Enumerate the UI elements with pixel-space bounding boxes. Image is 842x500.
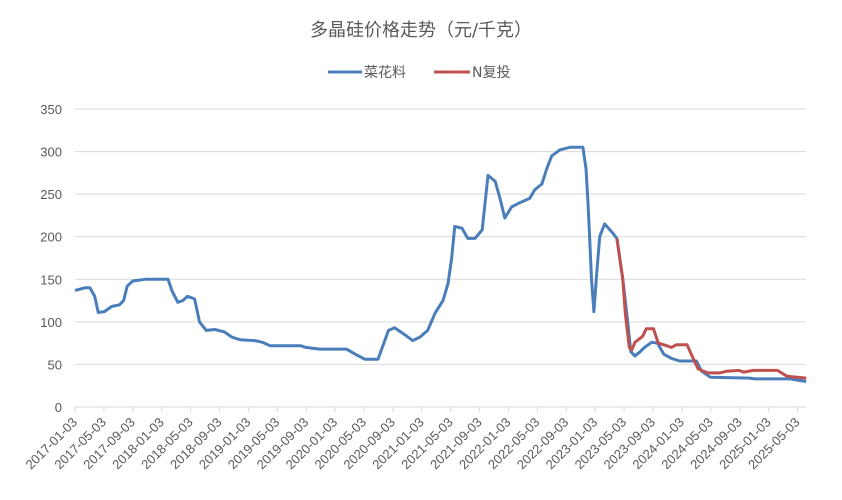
series-line-1 [615,238,807,380]
y-tick-label: 350 [40,102,62,117]
series-lines [74,145,807,383]
legend: 菜花料 N复投 [328,64,510,81]
y-tick-label: 50 [48,357,62,372]
y-axis: 0 50 100 150 200 250 300 350 [40,102,62,415]
series-line-0 [74,145,807,383]
y-tick-label: 0 [55,400,62,415]
y-tick-label: 300 [40,145,62,160]
x-axis: 2017-01-032017-05-032017-09-032018-01-03… [22,407,803,472]
y-tick-label: 200 [40,230,62,245]
legend-item-series-1[interactable]: N复投 [434,64,510,81]
y-tick-label: 100 [40,315,62,330]
chart-title: 多晶硅价格走势（元/千克） [310,20,532,41]
legend-item-series-0[interactable]: 菜花料 [328,65,406,81]
y-tick-label: 250 [40,187,62,202]
legend-label-series-1: N复投 [472,64,510,81]
gridlines [75,108,806,408]
legend-label-series-0: 菜花料 [364,65,406,81]
y-tick-label: 150 [40,272,62,287]
